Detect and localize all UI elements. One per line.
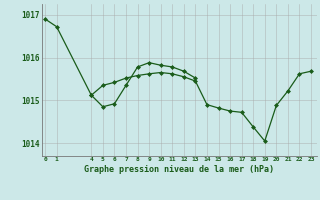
X-axis label: Graphe pression niveau de la mer (hPa): Graphe pression niveau de la mer (hPa) bbox=[84, 165, 274, 174]
